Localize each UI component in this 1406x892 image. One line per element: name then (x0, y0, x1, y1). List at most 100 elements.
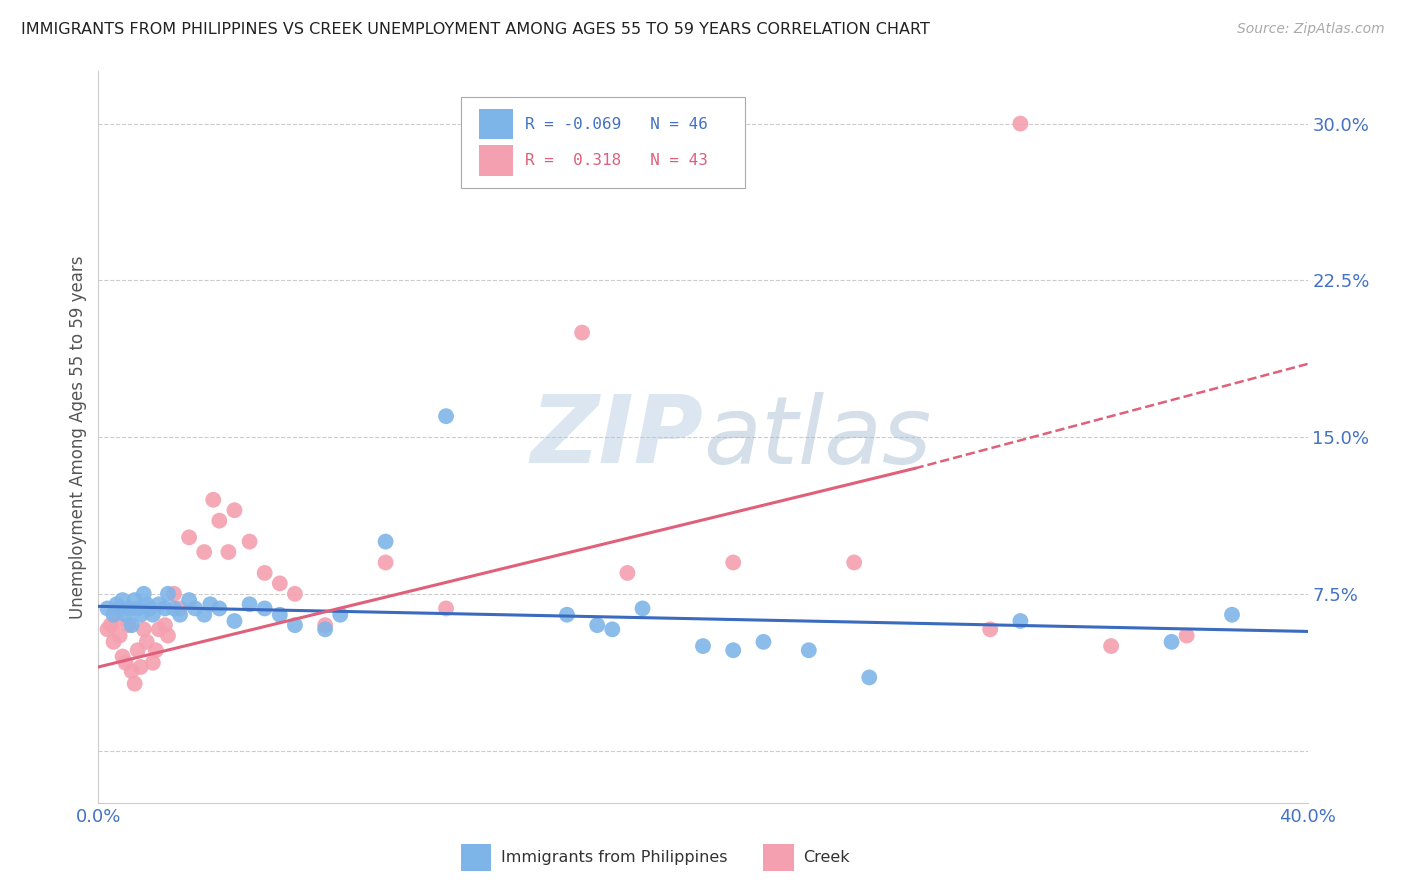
Point (111, 649, 134, 664)
Point (692, 639, 714, 653)
Point (169, 601, 191, 615)
Point (118, 618, 141, 632)
Point (208, 514, 231, 528)
Point (208, 601, 231, 615)
Point (284, 587, 307, 601)
Point (374, 556, 396, 570)
Point (314, 618, 336, 632)
Point (586, 618, 609, 632)
Point (253, 601, 276, 615)
Text: Source: ZipAtlas.com: Source: ZipAtlas.com (1237, 22, 1385, 37)
Point (142, 656, 165, 670)
Point (314, 623, 336, 637)
Point (253, 566, 276, 580)
Y-axis label: Unemployment Among Ages 55 to 59 years: Unemployment Among Ages 55 to 59 years (69, 255, 87, 619)
Point (135, 597, 157, 611)
Point (111, 593, 134, 607)
Point (555, 607, 578, 622)
Bar (479, 145, 513, 176)
Point (103, 607, 125, 622)
Point (179, 530, 201, 544)
Text: R =  0.318   N = 43: R = 0.318 N = 43 (526, 153, 709, 168)
Point (179, 593, 201, 607)
Point (135, 635, 157, 649)
Point (1220, 607, 1243, 622)
Point (156, 587, 179, 601)
Point (752, 635, 775, 649)
Point (142, 607, 165, 622)
Point (1160, 635, 1182, 649)
Point (571, 326, 593, 340)
Text: R = -0.069   N = 46: R = -0.069 N = 46 (526, 117, 709, 131)
Text: IMMIGRANTS FROM PHILIPPINES VS CREEK UNEMPLOYMENT AMONG AGES 55 TO 59 YEARS CORR: IMMIGRANTS FROM PHILIPPINES VS CREEK UNE… (21, 22, 929, 37)
Point (156, 629, 179, 643)
Point (114, 656, 136, 670)
Point (124, 676, 146, 690)
Point (723, 556, 745, 570)
Point (163, 601, 186, 615)
Point (616, 566, 638, 580)
Point (118, 601, 141, 615)
Point (979, 623, 1001, 637)
Point (127, 601, 149, 615)
Text: Immigrants from Philippines: Immigrants from Philippines (501, 850, 727, 865)
Point (121, 664, 143, 678)
Point (129, 660, 152, 674)
Point (602, 623, 624, 637)
Point (145, 643, 167, 657)
Text: Creek: Creek (803, 850, 851, 865)
Point (1099, 639, 1122, 653)
Point (1010, 117, 1032, 131)
Point (132, 587, 155, 601)
Point (1010, 614, 1032, 628)
Point (132, 623, 155, 637)
Point (269, 576, 291, 591)
Point (124, 593, 146, 607)
Bar (479, 109, 513, 139)
Point (100, 618, 122, 632)
Point (329, 607, 352, 622)
Point (510, 158, 533, 172)
Point (224, 503, 246, 517)
Point (139, 601, 162, 615)
Point (108, 629, 131, 643)
Point (108, 601, 131, 615)
Point (374, 534, 396, 549)
Point (153, 601, 176, 615)
Point (239, 534, 262, 549)
FancyBboxPatch shape (461, 97, 745, 188)
Point (127, 643, 149, 657)
Point (200, 597, 222, 611)
Point (184, 601, 207, 615)
Point (269, 607, 291, 622)
Point (129, 607, 152, 622)
Point (284, 618, 307, 632)
Point (105, 597, 128, 611)
Point (434, 601, 457, 615)
Point (121, 618, 143, 632)
Point (169, 607, 191, 622)
Text: ZIP: ZIP (530, 391, 703, 483)
Point (844, 556, 866, 570)
Bar (763, 845, 794, 871)
Point (103, 635, 125, 649)
Point (148, 623, 170, 637)
Point (193, 607, 215, 622)
Point (96, 601, 118, 615)
Point (723, 643, 745, 657)
Point (163, 587, 186, 601)
Point (858, 670, 880, 684)
Point (631, 601, 654, 615)
Point (193, 545, 215, 559)
Point (239, 597, 262, 611)
Point (105, 614, 128, 628)
Point (434, 409, 457, 424)
Point (148, 597, 170, 611)
Point (96, 623, 118, 637)
Point (797, 643, 820, 657)
Point (114, 607, 136, 622)
Point (217, 545, 239, 559)
Point (202, 492, 225, 507)
Point (224, 614, 246, 628)
Text: atlas: atlas (703, 392, 931, 483)
